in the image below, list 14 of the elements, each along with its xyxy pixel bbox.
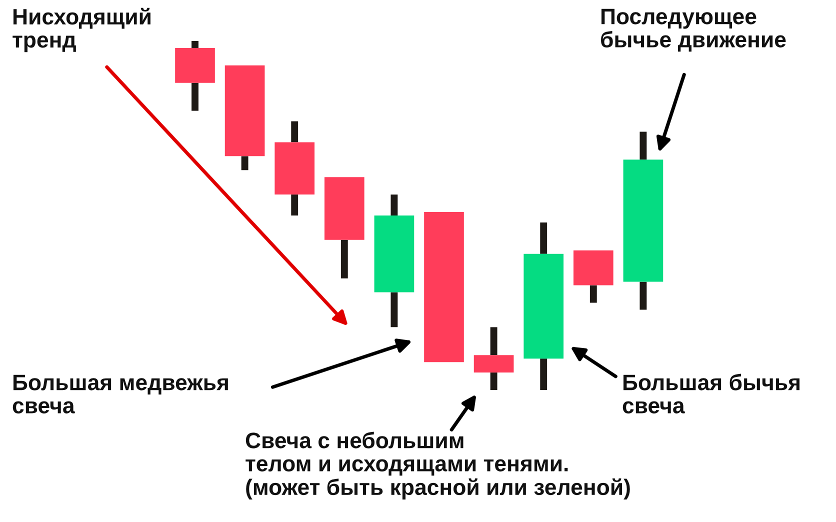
candlestick [474, 327, 514, 390]
candlestick [524, 222, 564, 390]
annotation: Большая бычья свеча [622, 374, 800, 414]
candlestick [573, 250, 614, 303]
text: Свеча с небольшим телом и исходящами тенями. (может быть красной или зеленой) [246, 432, 630, 500]
annotation: Последующее бычье движение [601, 8, 786, 52]
candlestick [324, 177, 364, 278]
candlestick [175, 41, 215, 111]
candlestick [224, 65, 265, 170]
candlestick [274, 121, 315, 216]
candlestick [374, 194, 414, 328]
candlestick [424, 212, 464, 362]
annotation: Большая медвежья свеча [12, 374, 228, 414]
text: Нисходящий тренд [12, 8, 150, 52]
